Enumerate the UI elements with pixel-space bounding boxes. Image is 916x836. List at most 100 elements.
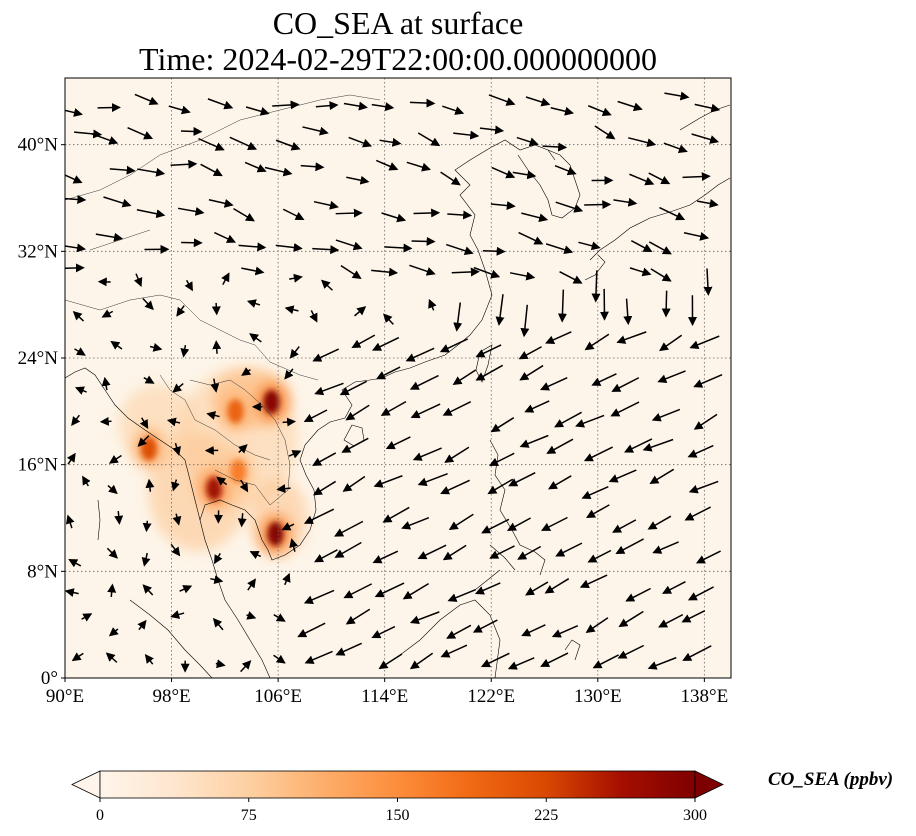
wind-arrow [647,515,672,530]
wind-arrow [439,338,469,353]
wind-arrow [383,313,394,325]
colorbar: 0 75 150 225 300 [71,770,724,824]
wind-arrow [107,583,117,597]
wind-arrow [581,485,609,500]
wind-arrow [101,376,111,391]
wind-arrow [545,243,574,255]
wind-arrow [341,437,369,453]
wind-arrow [489,545,515,559]
wind-arrow [402,583,429,600]
wind-arrow [238,444,248,454]
wind-arrow [65,174,83,184]
wind-arrow [410,403,441,419]
wind-arrow [659,334,683,352]
wind-arrow [482,246,506,256]
x-tick-label: 98°E [152,686,190,707]
colorbar-tick-label: 300 [683,807,707,824]
wind-arrow [72,310,85,322]
wind-arrow [343,101,368,111]
wind-arrow [216,476,228,486]
wind-arrow [206,411,220,420]
wind-arrow [372,550,399,564]
wind-arrow [682,645,712,661]
wind-arrow [166,417,181,427]
y-tick-label: 16°N [18,455,59,476]
wind-arrow [345,404,370,421]
wind-arrow [409,652,434,670]
wind-arrow [74,129,103,139]
wind-arrow [617,100,643,112]
wind-arrow [66,452,76,465]
wind-arrow [95,232,124,242]
wind-arrow [133,273,143,288]
wind-arrow [180,344,190,358]
wind-arrow [345,608,371,625]
wind-arrow [342,475,366,492]
wind-arrow [180,126,203,136]
wind-arrow [303,409,328,422]
colorbar-tick-label: 0 [96,807,104,824]
wind-arrow [584,200,612,210]
wind-arrow [273,613,286,622]
wind-arrow [412,447,442,461]
wind-arrow [406,161,431,172]
wind-arrow [615,538,644,554]
wind-arrow [139,417,149,430]
wind-arrow [417,132,441,147]
wind-arrow [346,175,370,185]
wind-arrow [495,294,505,326]
wind-arrow [312,348,340,362]
x-tick-label: 130°E [574,686,622,707]
wind-arrow [555,201,584,213]
wind-arrow [142,297,154,311]
wind-arrow [208,198,234,208]
wind-arrow [453,130,480,140]
wind-arrow [379,137,402,147]
wind-arrow [65,243,86,253]
wind-arrow [314,549,338,563]
wind-arrow [550,106,574,116]
wind-arrow [512,170,537,180]
wind-arrow [618,610,644,628]
wind-arrow [554,411,582,428]
wind-arrow [288,450,302,459]
wind-arrow [475,344,502,358]
wind-arrow [682,172,711,182]
wind-arrow [409,374,439,390]
wind-arrow [584,333,610,351]
wind-arrow [693,373,723,388]
wind-arrow [624,438,653,453]
wind-arrow [335,239,363,251]
y-tick-label: 24°N [18,348,59,369]
wind-arrow [71,414,81,426]
wind-arrow [630,240,653,253]
wind-arrow [442,105,465,115]
wind-arrow [339,380,368,396]
wind-arrow [381,212,407,223]
wind-arrow [348,136,373,148]
wind-arrow [99,416,112,426]
wind-arrow [275,139,301,151]
wind-arrow [101,309,114,318]
wind-arrow [142,584,154,596]
wind-arrow [304,650,333,664]
wind-arrow [172,383,184,393]
wind-arrow [591,270,601,303]
wind-arrow [520,304,530,338]
wind-arrow [384,243,413,253]
y-tick-label: 40°N [18,135,59,156]
wind-arrow [417,472,448,487]
wind-arrow [651,408,681,422]
wind-arrow [176,305,186,317]
wind-arrow [334,520,364,537]
wind-arrow [649,468,675,485]
wind-arrow [375,159,399,171]
wind-arrow [170,610,185,619]
wind-arrow [540,652,569,667]
wind-arrow [312,245,340,255]
wind-arrow [382,506,410,523]
wind-arrow [586,504,610,518]
wind-arrow [661,290,671,318]
wind-arrow [137,435,150,447]
wind-arrow [247,578,256,591]
